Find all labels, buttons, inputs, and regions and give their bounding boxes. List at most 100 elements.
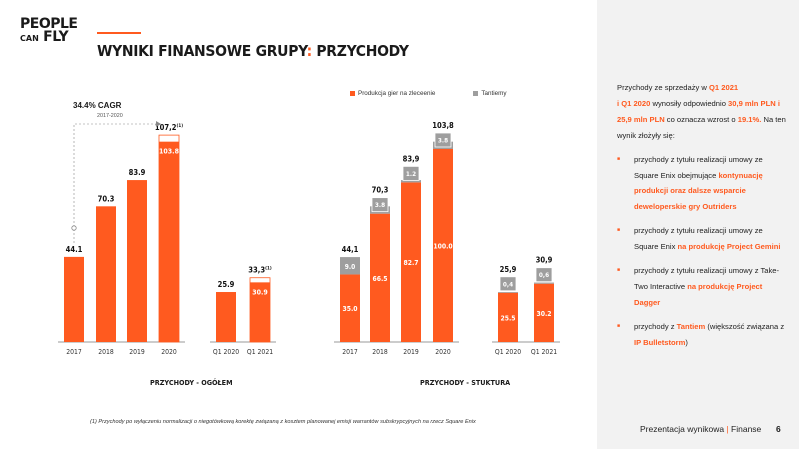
chart2-total-label-2018: 70,3 [372, 186, 389, 195]
chart1-caption: PRZYCHODY - OGÓŁEM [150, 378, 233, 387]
chart1-bar-2018 [96, 206, 116, 342]
bullet4-text-c: ) [685, 337, 688, 347]
chart2-tantiemy-label-2018: 3.8 [375, 201, 385, 209]
chart1-bar-2019 [127, 180, 147, 342]
bullet3-hl: na produkcję Project Dagger [634, 281, 763, 307]
chart2-tantiemy-label-Q1 2021: 0,6 [539, 271, 549, 279]
chart2-total-label-Q1 2021: 30,9 [536, 256, 553, 265]
chart1-tick-2019: 2019 [129, 348, 145, 356]
chart2-tick-Q1 2021: Q1 2021 [531, 348, 557, 356]
footer-brand-b: Finanse [731, 424, 762, 434]
chart2-tantiemy-label-2017: 9.0 [345, 263, 356, 271]
chart2-bar-tantiemy-2017 [340, 257, 360, 275]
bullet1-text: przychody z tytułu realizacji umowy ze S… [634, 154, 763, 180]
legend-label-production: Produkcja gier na zleceenie [358, 90, 436, 97]
chart2-tantiemy-label-box-Q1 2020 [499, 276, 517, 292]
page-title: WYNIKI FINANSOWE GRUPY: PRZYCHODY [97, 42, 409, 60]
sidebar-bullet-tantiemy: przychody z Tantiem (większość związana … [617, 319, 787, 351]
chart2-tantiemy-label-box-Q1 2021 [535, 267, 553, 283]
chart2-tantiemy-label-2020: 3.8 [438, 137, 448, 145]
chart2-production-label-2020: 100.0 [433, 243, 452, 251]
chart1-inner-label-2020: 103.8 [159, 148, 179, 156]
title-colon: : [306, 42, 313, 60]
chart2-production-label-2017: 35.0 [342, 305, 357, 313]
sidebar-intro: Przychody ze sprzedaży w Q1 2021 i Q1 202… [617, 80, 787, 144]
chart2-production-label-Q1 2020: 25.5 [500, 314, 515, 322]
sidebar-bullet-dagger: przychody z tytułu realizacji umowy z Ta… [617, 263, 787, 311]
bullet2-hl: na produkcję Project Gemini [677, 242, 781, 252]
sidebar-summary: Przychody ze sprzedaży w Q1 2021 i Q1 202… [617, 80, 787, 359]
cagr-period: 2017-2020 [97, 113, 123, 119]
intro-hl-3: 30,9 mln PLN i 25,9 mln PLN [617, 98, 780, 124]
chart2-tantiemy-label-2019: 1.2 [406, 170, 416, 178]
bullet4-hl1: Tantiem [676, 321, 706, 331]
chart2-total-label-2017: 44,1 [342, 245, 359, 254]
intro-hl-1: Q1 2021 [709, 83, 739, 92]
legend-item-production: Produkcja gier na zleceenie [350, 90, 435, 97]
chart2-bar-tantiemy-2019 [401, 180, 421, 183]
chart2-tantiemy-label-box-2020 [434, 132, 452, 148]
chart2-tick-2017: 2017 [342, 348, 358, 356]
bullet4-text-a: przychody z [634, 321, 677, 331]
footer-brand-sep: | [724, 424, 732, 434]
chart2-production-label-Q1 2021: 30.2 [536, 310, 551, 318]
bullet2-text: przychody z tytułu realizacji umowy ze S… [634, 226, 763, 252]
chart2-tick-Q1 2020: Q1 2020 [495, 348, 521, 356]
chart1-bar-Q1 2021 [250, 282, 270, 342]
bullet3-text: przychody z tytułu realizacji umowy z Ta… [634, 266, 780, 291]
chart2-bar-production-2018 [370, 213, 390, 342]
chart1-bar-2017 [64, 256, 84, 342]
cagr-bracket-arrow [156, 121, 161, 127]
page-number: 6 [776, 424, 781, 434]
sidebar-bullet-gemini: przychody z tytułu realizacji umowy ze S… [617, 223, 787, 255]
footnote: (1) Przychody po wyłączeniu normalizacji… [90, 419, 476, 425]
chart2-total-label-2019: 83,9 [403, 154, 420, 163]
intro-hl-2: i Q1 2020 [617, 98, 651, 108]
cagr-bracket-dot [71, 225, 77, 231]
cagr-label: 34.4% CAGR [73, 101, 122, 110]
footer-brand-a: Prezentacja wynikowa [640, 424, 725, 434]
chart2-bar-production-2019 [401, 182, 421, 342]
logo-line2: CAN FLY [20, 29, 77, 45]
legend-swatch-tantiemy [473, 91, 479, 96]
chart1-tick-Q1 2020: Q1 2020 [213, 348, 239, 356]
chart1-value-label-2020: 107,2(1) [155, 123, 183, 132]
legend-item-tantiemy: Tantiemy [473, 90, 507, 97]
intro-text-4: Na ten wynik złożyły się: [617, 114, 786, 140]
intro-text-2: wynosiły odpowiednio [650, 98, 729, 108]
cagr-bracket [73, 123, 160, 243]
chart1-tick-2018: 2018 [98, 348, 114, 356]
intro-text-1: Przychody ze sprzedaży w [617, 83, 710, 92]
bullet4-hl2: IP Bulletstorm [634, 337, 686, 347]
revenue-charts: 44.1 2017 70.3 2018 83.9 2019 103.8 107,2(1) 202… [58, 121, 560, 356]
chart1-value-label-2018: 70.3 [98, 194, 115, 203]
chart2-tantiemy-label-Q1 2020: 0,4 [503, 280, 513, 288]
title-part-a: WYNIKI FINANSOWE GRUPY [97, 42, 307, 60]
footer-brand: Prezentacja wynikowa | Finanse [640, 424, 761, 434]
chart1-bar-2020 [159, 141, 179, 342]
legend-swatch-production [350, 91, 355, 96]
chart2-production-label-2019: 82.7 [403, 259, 418, 267]
chart2-caption: PRZYCHODY - STUKTURA [420, 378, 511, 387]
logo-line1: PEOPLE [20, 16, 78, 32]
sidebar-bullet-list: przychody z tytułu realizacji umowy ze S… [617, 152, 787, 351]
chart2-tick-2019: 2019 [403, 348, 419, 356]
chart1-value-label-2019: 83.9 [129, 168, 146, 177]
sidebar-bullet-outriders: przychody z tytułu realizacji umowy ze S… [617, 152, 787, 216]
chart2-bar-tantiemy-Q1 2021 [534, 282, 554, 284]
chart1-value-label-2017: 44.1 [66, 245, 83, 254]
logo-line2-small: CAN [20, 34, 39, 43]
chart1-tick-Q1 2021: Q1 2021 [247, 348, 273, 356]
chart1-inner-label-Q1 2021: 30.9 [252, 288, 268, 296]
chart1-value-label-Q1 2021: 33,3(1) [248, 266, 272, 275]
company-logo: PEOPLE CAN FLY [20, 16, 78, 45]
chart1-bar-Q1 2020 [216, 292, 236, 342]
title-part-b: PRZYCHODY [311, 42, 409, 60]
chart2-bar-production-2020 [433, 149, 453, 342]
chart1-tick-2020: 2020 [161, 348, 177, 356]
bullet4-text-b: (większość związana z [705, 321, 785, 331]
chart2-tantiemy-label-box-2018 [371, 197, 389, 213]
logo-line2-big: FLY [43, 29, 69, 45]
chart1-tick-2017: 2017 [66, 348, 82, 356]
chart2-total-label-2020: 103,8 [432, 121, 454, 130]
